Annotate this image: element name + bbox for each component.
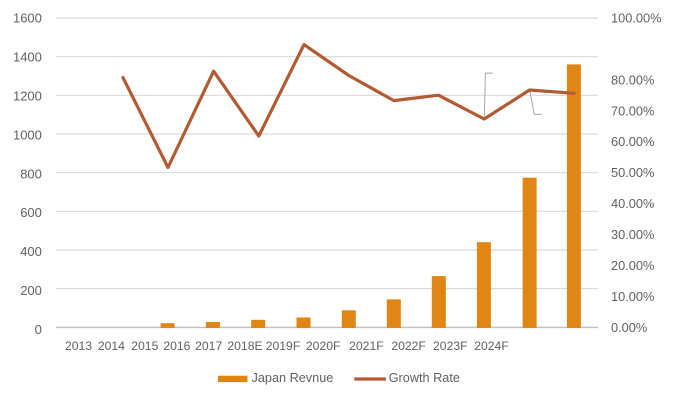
svg-text:2013: 2013 xyxy=(65,339,92,353)
svg-text:1400: 1400 xyxy=(13,50,42,65)
svg-text:10.00%: 10.00% xyxy=(611,289,654,304)
svg-text:2022F: 2022F xyxy=(391,339,426,353)
svg-text:80.00%: 80.00% xyxy=(611,72,654,87)
svg-text:100.00%: 100.00% xyxy=(611,10,662,25)
svg-text:Japan Revnue: Japan Revnue xyxy=(252,371,334,385)
svg-text:1000: 1000 xyxy=(13,127,42,142)
svg-text:Growth Rate: Growth Rate xyxy=(389,371,460,385)
svg-text:800: 800 xyxy=(20,166,42,181)
svg-text:600: 600 xyxy=(20,205,42,220)
svg-text:50.00%: 50.00% xyxy=(611,165,654,180)
svg-text:1600: 1600 xyxy=(13,11,42,26)
svg-text:2015: 2015 xyxy=(131,339,158,353)
svg-text:40.00%: 40.00% xyxy=(611,196,654,211)
svg-text:30.00%: 30.00% xyxy=(611,227,654,242)
svg-text:2024F: 2024F xyxy=(474,339,509,353)
svg-text:60.00%: 60.00% xyxy=(611,134,654,149)
svg-text:2023F: 2023F xyxy=(433,339,468,353)
svg-text:400: 400 xyxy=(20,244,42,259)
svg-text:70.00%: 70.00% xyxy=(611,103,654,118)
svg-text:2018E: 2018E xyxy=(227,339,262,353)
svg-text:2014: 2014 xyxy=(98,339,125,353)
svg-text:2017: 2017 xyxy=(195,339,222,353)
svg-text:2016: 2016 xyxy=(163,339,190,353)
svg-text:0.00%: 0.00% xyxy=(611,320,647,335)
svg-text:20.00%: 20.00% xyxy=(611,258,654,273)
svg-text:1200: 1200 xyxy=(13,89,42,104)
svg-text:2021F: 2021F xyxy=(349,339,384,353)
svg-text:2020F: 2020F xyxy=(306,339,341,353)
svg-text:0: 0 xyxy=(35,322,42,337)
svg-text:2019F: 2019F xyxy=(266,339,301,353)
svg-text:200: 200 xyxy=(20,283,42,298)
